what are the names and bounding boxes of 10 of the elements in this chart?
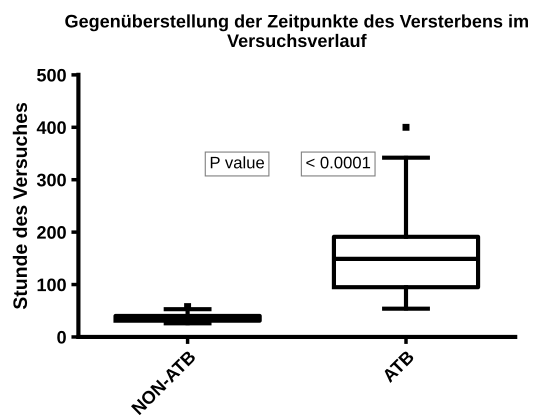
y-tick-label: 400: [36, 121, 66, 134]
y-tick-label: 100: [38, 278, 66, 292]
annotation: < 0.0001: [306, 156, 370, 168]
y-tick-label: 200: [37, 226, 66, 239]
y-tick-label: 300: [36, 174, 66, 186]
y-tick-label: 500: [37, 68, 66, 82]
chart-title: Gegenüberstellung der Zeitpunkte des Versterbens im Versuchsverlauf: [65, 14, 528, 48]
y-tick-label: 0: [57, 330, 66, 344]
annotation: P value: [210, 156, 264, 168]
y-axis-title: Stunde des Versuches: [12, 102, 28, 310]
